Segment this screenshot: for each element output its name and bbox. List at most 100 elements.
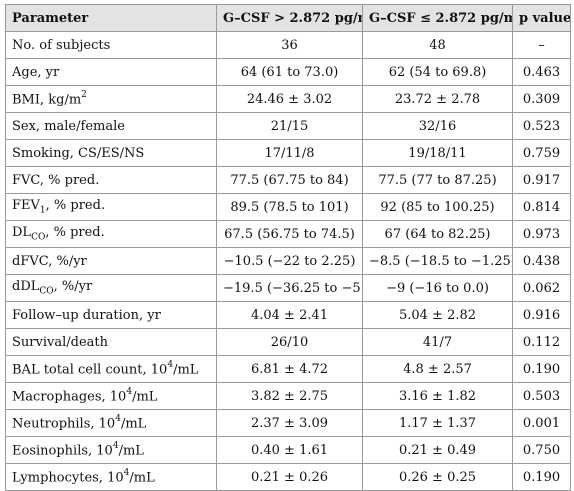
table-row: FVC, % pred. 77.5 (67.75 to 84) 77.5 (77 t…	[5, 166, 571, 194]
gcsf-high-value-cell: −10.5 (−22 to 2.25)	[216, 247, 363, 275]
parameter-label: dFVC, %/yr	[12, 253, 87, 269]
parameter-label-suffix: , %/yr	[53, 279, 93, 295]
header-row: Parameter G–CSF > 2.872 pg/mL G–CSF ≤ 2.…	[5, 4, 571, 32]
parameter-label-suffix: , % pred.	[45, 225, 105, 241]
gcsf-high-value-cell: 17/11/8	[216, 139, 363, 167]
header-gcsf-low: G–CSF ≤ 2.872 pg/mL	[362, 4, 513, 32]
parameter-superscript: 4	[126, 386, 133, 397]
parameter-cell: Smoking, CS/ES/NS	[5, 139, 217, 167]
p-value-cell: 0.112	[512, 328, 571, 356]
parameter-label: Survival/death	[12, 334, 108, 350]
table-row: Eosinophils, 104/mL 0.40 ± 1.61 0.21 ± 0.4…	[5, 436, 571, 464]
gcsf-high-value-cell: 36	[216, 31, 363, 59]
parameter-label: Neutrophils, 10	[12, 416, 116, 432]
parameter-label-suffix: /mL	[118, 443, 144, 459]
parameter-label-suffix: /mL	[129, 470, 155, 486]
parameter-label-suffix: /mL	[173, 362, 199, 378]
table-row: Sex, male/female 21/15 32/16 0.523	[5, 112, 571, 140]
gcsf-low-value-cell: 0.21 ± 0.49	[362, 436, 513, 464]
p-value-cell: 0.190	[512, 463, 571, 491]
parameter-label: BMI, kg/m	[12, 92, 82, 108]
gcsf-low-value-cell: 23.72 ± 2.78	[362, 85, 513, 113]
p-value-cell: 0.309	[512, 85, 571, 113]
parameter-label: Macrophages, 10	[12, 389, 127, 405]
parameter-label: Follow–up duration, yr	[12, 307, 161, 323]
gcsf-high-value-cell: 4.04 ± 2.41	[216, 301, 363, 329]
gcsf-high-value-cell: 2.37 ± 3.09	[216, 409, 363, 437]
gcsf-low-value-cell: 48	[362, 31, 513, 59]
gcsf-low-value-cell: 4.8 ± 2.57	[362, 355, 513, 383]
table-row: No. of subjects 36 48–	[5, 31, 571, 59]
p-value-cell: 0.001	[512, 409, 571, 437]
parameter-label: Smoking, CS/ES/NS	[12, 145, 145, 161]
gcsf-low-value-cell: −9 (−16 to 0.0)	[362, 274, 513, 302]
parameter-cell: Macrophages, 104/mL	[5, 382, 217, 410]
parameter-cell: BAL total cell count, 104/mL	[5, 355, 217, 383]
data-table: Parameter G–CSF > 2.872 pg/mL G–CSF ≤ 2.…	[5, 4, 571, 491]
table-row: Age, yr 64 (61 to 73.0) 62 (54 to 69.8) 0.4…	[5, 58, 571, 86]
parameter-subscript: CO	[31, 232, 46, 243]
parameter-cell: No. of subjects	[5, 31, 217, 59]
table-row: Macrophages, 104/mL 3.82 ± 2.75 3.16 ± 1.8…	[5, 382, 571, 410]
table-row: DLCO, % pred. 67.5 (56.75 to 74.5) 67 (64 …	[5, 220, 571, 248]
p-value-cell: 0.062	[512, 274, 571, 302]
table-row: BAL total cell count, 104/mL 6.81 ± 4.72 4…	[5, 355, 571, 383]
gcsf-low-value-cell: 32/16	[362, 112, 513, 140]
gcsf-low-value-cell: 1.17 ± 1.37	[362, 409, 513, 437]
gcsf-low-value-cell: −8.5 (−18.5 to −1.25)	[362, 247, 513, 275]
gcsf-low-value-cell: 41/7	[362, 328, 513, 356]
parameter-superscript: 4	[115, 413, 121, 424]
parameter-label: Sex, male/female	[12, 118, 125, 134]
gcsf-low-value-cell: 92 (85 to 100.25)	[362, 193, 513, 221]
parameter-cell: Neutrophils, 104/mL	[5, 409, 217, 437]
p-value-cell: 0.750	[512, 436, 571, 464]
table-row: Smoking, CS/ES/NS 17/11/8 19/18/11 0.759	[5, 139, 571, 167]
gcsf-high-value-cell: 0.40 ± 1.61	[216, 436, 363, 464]
parameter-cell: Sex, male/female	[5, 112, 217, 140]
parameter-label-suffix: /mL	[132, 389, 158, 405]
table-row: Neutrophils, 104/mL 2.37 ± 3.09 1.17 ± 1.3…	[5, 409, 571, 437]
table-row: FEV1, % pred. 89.5 (78.5 to 101) 92 (85 to…	[5, 193, 571, 221]
gcsf-high-value-cell: 0.21 ± 0.26	[216, 463, 363, 491]
gcsf-low-value-cell: 19/18/11	[362, 139, 513, 167]
parameter-cell: DLCO, % pred.	[5, 220, 217, 248]
gcsf-high-value-cell: −19.5 (−36.25 to −5.75)	[216, 274, 363, 302]
header-p-value: p value	[512, 4, 571, 32]
parameter-cell: Eosinophils, 104/mL	[5, 436, 217, 464]
gcsf-low-value-cell: 0.26 ± 0.25	[362, 463, 513, 491]
parameter-subscript: CO	[39, 286, 54, 297]
gcsf-high-value-cell: 3.82 ± 2.75	[216, 382, 363, 410]
header-gcsf-high: G–CSF > 2.872 pg/mL	[216, 4, 363, 32]
table-row: dFVC, %/yr −10.5 (−22 to 2.25) −8.5 (−18.5…	[5, 247, 571, 275]
parameter-label: Lymphocytes, 10	[12, 470, 124, 486]
gcsf-low-value-cell: 3.16 ± 1.82	[362, 382, 513, 410]
parameter-cell: Age, yr	[5, 58, 217, 86]
gcsf-high-value-cell: 21/15	[216, 112, 363, 140]
p-value-cell: 0.917	[512, 166, 571, 194]
p-value-cell: 0.503	[512, 382, 571, 410]
p-value-cell: 0.814	[512, 193, 571, 221]
table-row: Follow–up duration, yr 4.04 ± 2.41 5.04 ± …	[5, 301, 571, 329]
parameter-cell: Lymphocytes, 104/mL	[5, 463, 217, 491]
parameter-cell: BMI, kg/m2	[5, 85, 217, 113]
parameter-cell: dFVC, %/yr	[5, 247, 217, 275]
parameter-label: Age, yr	[12, 64, 60, 80]
parameter-subscript: 1	[39, 205, 46, 216]
parameter-label-suffix: , % pred.	[45, 198, 106, 214]
parameter-superscript: 4	[123, 467, 130, 478]
parameter-label: No. of subjects	[12, 37, 111, 53]
parameter-label: dDL	[12, 279, 40, 295]
gcsf-high-value-cell: 67.5 (56.75 to 74.5)	[216, 220, 363, 248]
table-body: No. of subjects 36 48– Age, yr 64 (61 to 73.…	[5, 31, 571, 491]
header-parameter: Parameter	[5, 4, 217, 32]
p-value-cell: –	[512, 31, 571, 59]
p-value-cell: 0.523	[512, 112, 571, 140]
parameter-cell: dDLCO, %/yr	[5, 274, 217, 302]
gcsf-low-value-cell: 62 (54 to 69.8)	[362, 58, 513, 86]
p-value-cell: 0.759	[512, 139, 571, 167]
gcsf-low-value-cell: 5.04 ± 2.82	[362, 301, 513, 329]
gcsf-high-value-cell: 89.5 (78.5 to 101)	[216, 193, 363, 221]
gcsf-high-value-cell: 64 (61 to 73.0)	[216, 58, 363, 86]
p-value-cell: 0.916	[512, 301, 571, 329]
table-row: Survival/death 26/10 41/7 0.112	[5, 328, 571, 356]
